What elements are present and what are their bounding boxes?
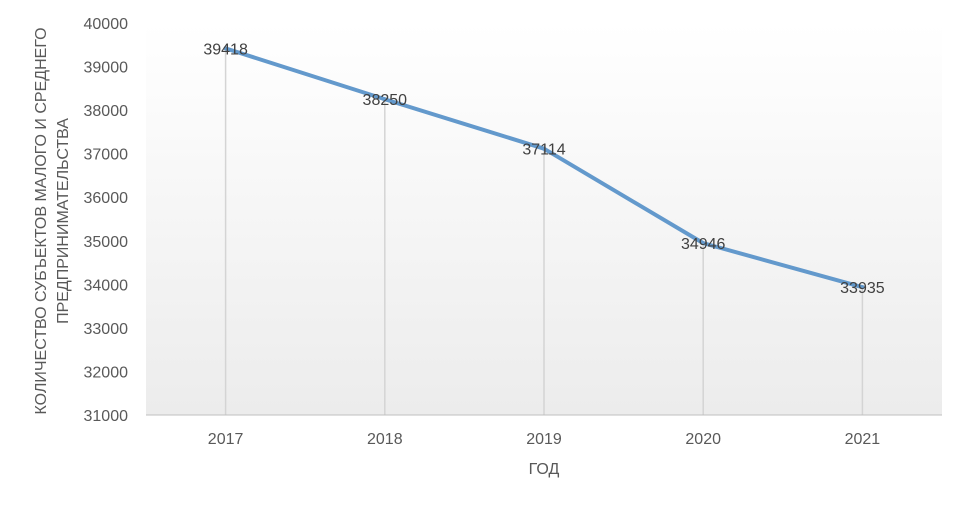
x-axis-ticks: 2017 2018 2019 2020 2021 xyxy=(208,431,880,448)
y-tick-label: 32000 xyxy=(84,364,129,381)
series-layer xyxy=(223,46,865,290)
y-tick-label: 40000 xyxy=(84,16,129,33)
x-tick-label: 2020 xyxy=(685,431,721,448)
data-point xyxy=(860,285,865,290)
y-tick-label: 35000 xyxy=(84,234,129,251)
y-tick-label: 37000 xyxy=(84,147,129,164)
drop-lines xyxy=(224,48,864,415)
data-point xyxy=(382,97,387,102)
data-label: 37114 xyxy=(522,142,565,159)
y-axis-title-line-1: КОЛИЧЕСТВО СУБЪЕКТОВ МАЛОГО И СРЕДНЕГО xyxy=(33,27,50,414)
y-tick-label: 34000 xyxy=(84,277,129,294)
y-tick-label: 38000 xyxy=(84,103,129,120)
data-label: 38250 xyxy=(363,92,408,109)
y-tick-label: 39000 xyxy=(84,60,129,77)
data-label: 33935 xyxy=(840,280,885,297)
data-point xyxy=(223,46,228,51)
y-tick-label: 33000 xyxy=(84,321,129,338)
y-axis-ticks: 31000 32000 33000 34000 35000 36000 37000 38000… xyxy=(84,16,129,425)
x-tick-label: 2018 xyxy=(367,431,403,448)
data-label: 39418 xyxy=(203,41,248,58)
x-tick-label: 2017 xyxy=(208,431,244,448)
y-tick-label: 31000 xyxy=(84,408,129,425)
data-point xyxy=(701,241,706,246)
data-label: 34946 xyxy=(681,236,726,253)
x-axis-title: ГОД xyxy=(529,461,560,478)
y-axis-title-line-2: ПРЕДПРИНИМАТЕЛЬСТВА xyxy=(55,118,72,324)
data-labels: 39418 38250 37114 34946 33935 xyxy=(203,41,884,297)
y-tick-label: 36000 xyxy=(84,190,129,207)
y-axis-title: КОЛИЧЕСТВО СУБЪЕКТОВ МАЛОГО И СРЕДНЕГО П… xyxy=(33,27,72,414)
x-tick-label: 2019 xyxy=(526,431,562,448)
data-point xyxy=(542,146,546,151)
x-tick-label: 2021 xyxy=(845,431,881,448)
